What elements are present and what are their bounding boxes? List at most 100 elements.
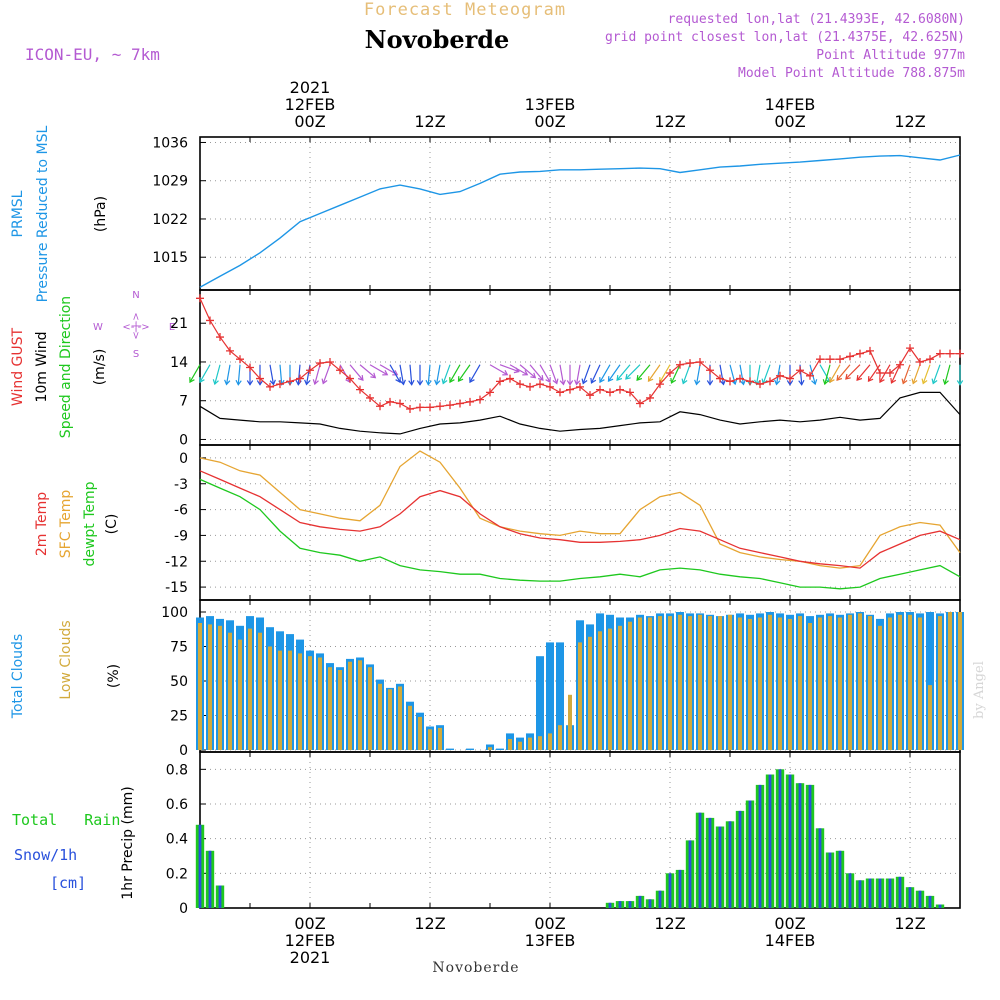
clouds-panel-labels: Total Clouds Low Clouds (%) — [10, 620, 122, 719]
low-cloud-bar — [938, 616, 942, 750]
wind-gust-point — [336, 366, 344, 375]
rain-bar-core — [658, 890, 662, 908]
wind-gust-point — [346, 374, 354, 383]
wind-gust-point — [546, 382, 554, 391]
low-cloud-bar — [898, 614, 902, 750]
wind-arrow — [339, 364, 351, 383]
low-cloud-bar — [418, 716, 422, 750]
low-cloud-bar — [218, 625, 222, 750]
wind-arrow — [902, 364, 911, 384]
grid-point-coords: grid point closest lon,lat (21.4375E, 42… — [605, 30, 965, 45]
compass-south: S — [133, 349, 139, 360]
low-cloud-bar — [628, 621, 632, 750]
wind-arrow — [809, 364, 816, 385]
low-cloud-bar — [558, 725, 562, 750]
total-clouds-label: Total Clouds — [10, 634, 26, 719]
wind-arrow-head — [911, 378, 918, 385]
wind-gust-point — [936, 349, 944, 358]
wind-arrow — [469, 364, 481, 383]
snow-label: Snow/1h — [14, 846, 77, 864]
temp-2m-label: 2m Temp — [34, 492, 50, 556]
wind-gust-point — [816, 355, 824, 364]
wind-arrow — [269, 364, 275, 385]
rain-bar-core — [698, 812, 702, 908]
wind-gust-point — [276, 380, 284, 389]
low-cloud-bar — [398, 686, 402, 750]
wind-arrow — [389, 364, 401, 383]
total-rain-label: Total Rain — [12, 811, 120, 829]
wind-arrow-head — [901, 378, 908, 385]
wind-arrow-head — [836, 375, 843, 381]
wind-arrow — [819, 364, 831, 383]
low-cloud-bar — [818, 617, 822, 750]
low-cloud-bar — [518, 741, 522, 750]
wind-arrow — [944, 364, 951, 385]
wind-gust-point — [746, 377, 754, 386]
wind-gust-point — [766, 377, 774, 386]
pressure-label-msl: Pressure Reduced to MSL — [35, 125, 51, 302]
wind-gust-point — [586, 391, 594, 400]
bottom-axis-label: 13FEB — [525, 931, 576, 950]
wind-arrow-head — [625, 373, 631, 380]
wind-arrow — [359, 364, 376, 379]
wind-arrow-head — [956, 380, 964, 386]
wind-tick-label: 14 — [170, 355, 188, 371]
wind-arrow — [591, 364, 601, 384]
wind-arrow-head — [457, 376, 464, 383]
rain-bar-core — [668, 873, 672, 908]
wind-arrow-head — [235, 379, 242, 386]
low-cloud-bar — [828, 616, 832, 750]
requested-coords: requested lon,lat (21.4393E, 42.6080N) — [668, 12, 965, 27]
wind-arrow-head — [590, 377, 597, 384]
wind-arrow — [608, 364, 621, 382]
wind-gust-point — [606, 388, 614, 397]
rain-bar-core — [688, 840, 692, 908]
rain-bar-core — [908, 887, 912, 908]
low-cloud-bar — [858, 613, 862, 750]
wind-arrow — [932, 364, 941, 384]
rain-bar-core — [888, 878, 892, 908]
precip-tick-label: 0.4 — [166, 832, 188, 848]
wind-arrow — [575, 364, 581, 385]
wind-gust-point — [446, 401, 454, 410]
clouds-tick-label: 0 — [179, 743, 188, 759]
wind-gust-point — [506, 374, 514, 383]
rain-bar-core — [898, 876, 902, 908]
rain-bar-core — [718, 826, 722, 908]
top-axis-label: 12Z — [894, 112, 925, 131]
wind-gust-point — [496, 377, 504, 386]
rain-bar-core — [928, 895, 932, 908]
wind-arrow-head — [370, 372, 377, 379]
wind-arrow-head — [921, 378, 928, 385]
wind-arrow — [671, 364, 681, 384]
wind-arrow-head — [798, 379, 805, 386]
wind-arrow — [695, 364, 701, 385]
wind-arrow-head — [395, 377, 401, 384]
temp-sfc-label: SFC Temp — [58, 490, 74, 559]
low-cloud-bar — [258, 632, 262, 750]
pressure-tick-label: 1036 — [152, 135, 188, 151]
low-cloud-bar — [748, 618, 752, 750]
wind-gust-point — [416, 403, 424, 412]
wind-gust-point — [516, 380, 524, 389]
rain-bar-core — [838, 850, 842, 908]
wind-gust-point — [206, 316, 214, 325]
wind-arrow-head — [312, 379, 319, 386]
low-cloud-bar — [568, 694, 572, 750]
wind-arrow — [214, 364, 221, 385]
pressure-tick-label: 1022 — [152, 212, 188, 228]
pressure-label-prmsl: PRMSL — [10, 190, 26, 237]
wind-gust-point — [646, 393, 654, 402]
wind-arrow-head — [786, 380, 794, 386]
temp-panel-labels: 2m Temp SFC Temp dewpt Temp (C) — [34, 481, 120, 566]
wind-gust-point — [526, 382, 534, 391]
total-cloud-bar — [466, 748, 474, 750]
snow-unit: [cm] — [50, 874, 86, 892]
wind-gust-point — [566, 385, 574, 394]
wind-arrow-head — [559, 379, 566, 386]
total-cloud-bar — [556, 642, 564, 750]
low-cloud-bar — [578, 642, 582, 750]
low-cloud-bar — [878, 625, 882, 750]
